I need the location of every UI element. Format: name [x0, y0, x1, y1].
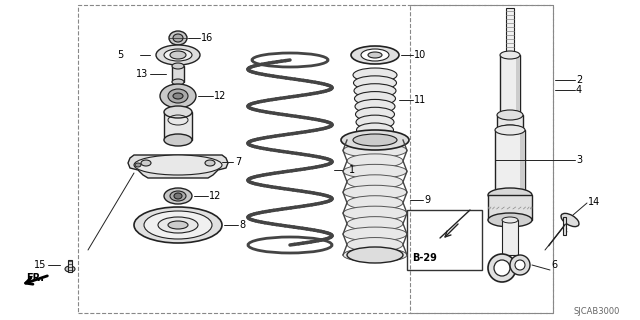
Text: 10: 10	[414, 50, 426, 60]
Ellipse shape	[494, 260, 510, 276]
Ellipse shape	[347, 133, 403, 147]
Ellipse shape	[347, 237, 403, 252]
Bar	[495, 130, 525, 195]
Ellipse shape	[343, 164, 407, 178]
Text: 4: 4	[576, 85, 582, 95]
Ellipse shape	[368, 52, 382, 58]
Bar	[563, 217, 566, 235]
Ellipse shape	[141, 160, 151, 166]
Ellipse shape	[343, 185, 407, 199]
Ellipse shape	[347, 217, 403, 231]
Ellipse shape	[170, 51, 186, 59]
Ellipse shape	[361, 49, 389, 61]
Text: B-29: B-29	[412, 253, 437, 263]
Ellipse shape	[343, 227, 407, 241]
Text: 16: 16	[201, 33, 213, 43]
Text: 5: 5	[116, 50, 123, 60]
Ellipse shape	[164, 134, 192, 146]
Ellipse shape	[510, 255, 530, 275]
Ellipse shape	[172, 79, 184, 85]
Bar	[68, 260, 72, 272]
Bar	[407, 210, 482, 270]
Ellipse shape	[65, 266, 75, 272]
Bar	[506, 8, 514, 55]
Ellipse shape	[355, 100, 395, 113]
Ellipse shape	[495, 125, 525, 135]
Text: 3: 3	[576, 155, 582, 165]
Ellipse shape	[205, 160, 215, 166]
Ellipse shape	[488, 213, 532, 227]
Bar	[497, 115, 523, 130]
Ellipse shape	[135, 163, 141, 167]
Text: 14: 14	[588, 197, 600, 207]
Ellipse shape	[347, 154, 403, 168]
Ellipse shape	[347, 247, 403, 263]
Text: 7: 7	[235, 157, 241, 167]
Ellipse shape	[356, 123, 394, 137]
Ellipse shape	[160, 84, 196, 108]
Ellipse shape	[164, 106, 192, 118]
Text: 1: 1	[349, 165, 355, 175]
Ellipse shape	[343, 248, 407, 262]
Text: 12: 12	[209, 191, 221, 201]
Ellipse shape	[515, 260, 525, 270]
Bar	[78, 5, 553, 313]
Ellipse shape	[500, 51, 520, 59]
Ellipse shape	[497, 125, 523, 135]
Ellipse shape	[164, 188, 192, 204]
Bar	[500, 55, 520, 115]
Bar	[410, 5, 553, 313]
Text: 11: 11	[414, 95, 426, 105]
Ellipse shape	[168, 221, 188, 229]
Ellipse shape	[356, 115, 394, 129]
Ellipse shape	[355, 107, 394, 121]
Ellipse shape	[173, 93, 183, 99]
Ellipse shape	[172, 63, 184, 69]
Ellipse shape	[488, 254, 516, 282]
Ellipse shape	[353, 68, 397, 82]
Bar	[488, 195, 532, 220]
Bar	[516, 55, 520, 115]
Text: FR.: FR.	[26, 273, 44, 283]
Ellipse shape	[173, 34, 183, 42]
Bar	[164, 112, 192, 140]
Ellipse shape	[561, 213, 579, 227]
Ellipse shape	[353, 76, 397, 90]
Bar	[520, 130, 525, 195]
Ellipse shape	[347, 196, 403, 210]
Ellipse shape	[497, 110, 523, 120]
Ellipse shape	[353, 134, 397, 146]
Ellipse shape	[144, 211, 212, 239]
Text: 15: 15	[34, 260, 46, 270]
Ellipse shape	[347, 175, 403, 189]
Ellipse shape	[170, 191, 186, 201]
Ellipse shape	[134, 207, 222, 243]
Text: 13: 13	[136, 69, 148, 79]
Ellipse shape	[168, 89, 188, 103]
Ellipse shape	[164, 49, 192, 61]
Text: 9: 9	[424, 195, 430, 205]
Ellipse shape	[502, 217, 518, 223]
Ellipse shape	[174, 193, 182, 199]
Ellipse shape	[341, 130, 409, 150]
Ellipse shape	[488, 188, 532, 202]
Text: 8: 8	[239, 220, 245, 230]
Ellipse shape	[354, 84, 396, 98]
Ellipse shape	[355, 92, 396, 106]
Ellipse shape	[343, 143, 407, 157]
Text: 2: 2	[576, 75, 582, 85]
Ellipse shape	[169, 31, 187, 45]
Ellipse shape	[351, 46, 399, 64]
Bar	[502, 220, 518, 255]
Ellipse shape	[158, 217, 198, 233]
Text: SJCAB3000: SJCAB3000	[573, 308, 620, 316]
Ellipse shape	[343, 206, 407, 220]
Polygon shape	[128, 155, 228, 178]
Ellipse shape	[156, 45, 200, 65]
Bar	[172, 66, 184, 82]
Text: 6: 6	[551, 260, 557, 270]
Text: 12: 12	[214, 91, 227, 101]
Ellipse shape	[134, 155, 222, 175]
